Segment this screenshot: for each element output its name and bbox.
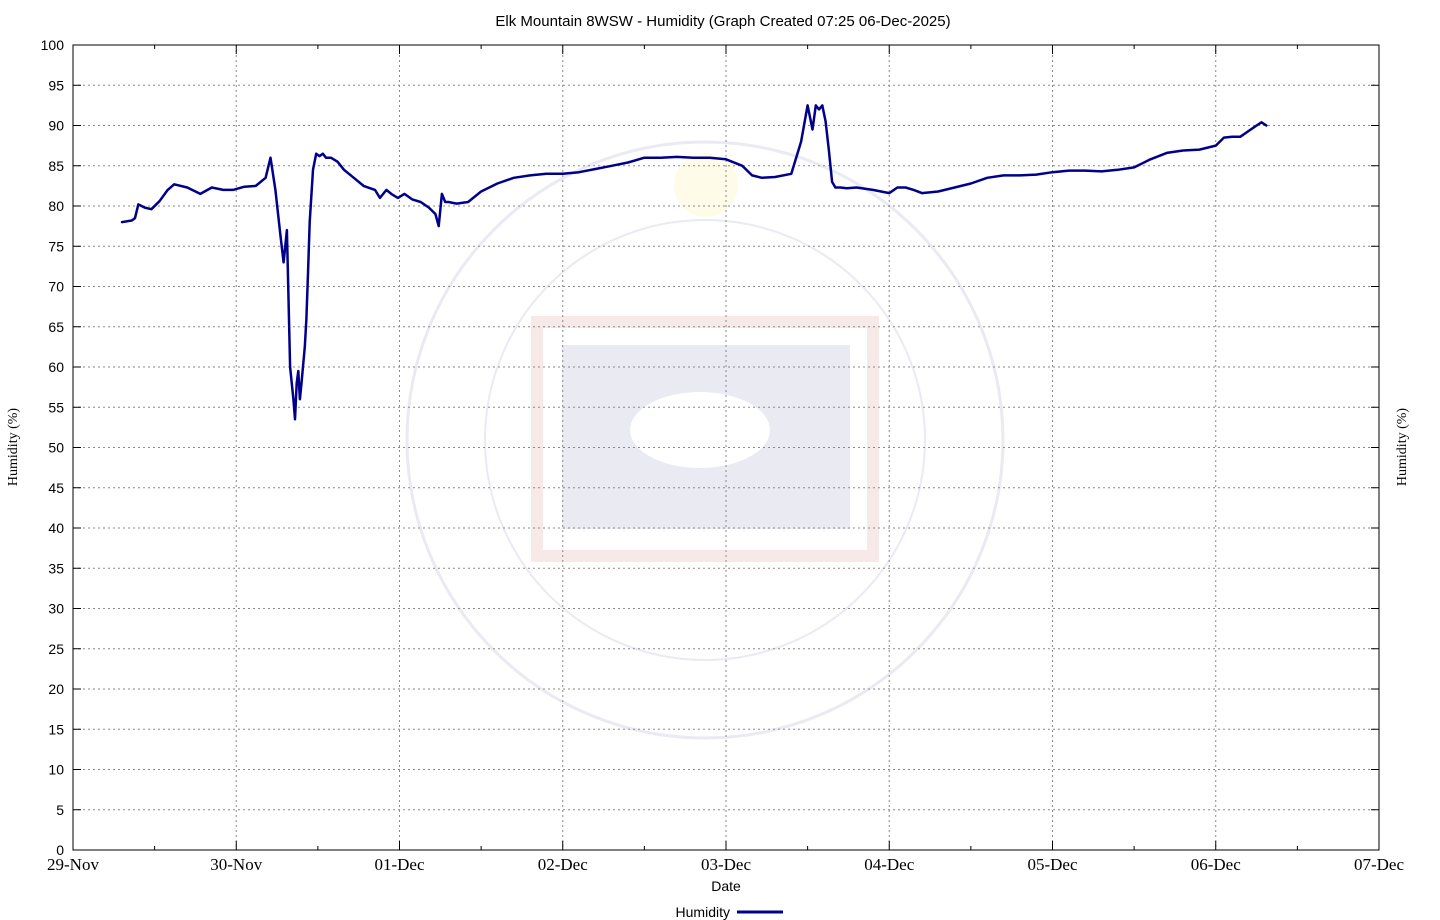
- legend-label-humidity: Humidity: [676, 904, 730, 920]
- y-tick-label: 10: [48, 762, 64, 778]
- y-tick-label: 100: [41, 37, 65, 53]
- y-tick-label: 70: [48, 279, 64, 295]
- x-tick-label: 29-Nov: [47, 855, 99, 874]
- y-tick-label: 35: [48, 560, 64, 576]
- y-tick-label: 60: [48, 359, 64, 375]
- y-tick-label: 15: [48, 721, 64, 737]
- x-tick-label: 04-Dec: [864, 855, 914, 874]
- y-tick-label: 0: [56, 842, 64, 858]
- x-axis-label: Date: [711, 878, 741, 894]
- y-tick-label: 50: [48, 440, 64, 456]
- chart-title: Elk Mountain 8WSW - Humidity (Graph Crea…: [495, 13, 950, 30]
- x-tick-label: 05-Dec: [1027, 855, 1077, 874]
- x-tick-label: 01-Dec: [374, 855, 424, 874]
- y-tick-label: 40: [48, 520, 64, 536]
- series-line-humidity: [120, 104, 1268, 421]
- y-tick-label: 25: [48, 641, 64, 657]
- y-tick-label: 90: [48, 118, 64, 134]
- y-tick-label: 30: [48, 601, 64, 617]
- y-tick-label: 85: [48, 158, 64, 174]
- y-tick-label: 55: [48, 399, 64, 415]
- legend: Humidity: [676, 904, 783, 920]
- series-layer: [120, 104, 1268, 421]
- y-tick-label: 5: [56, 802, 64, 818]
- y-tick-label: 95: [48, 77, 64, 93]
- grid-lines: [73, 45, 1379, 850]
- axis-ticks: 0 5 10 15 20 25 30 35 40 45 50 55 60 65 70 75 80 85 90 95 10…: [41, 37, 1405, 874]
- x-tick-label: 07-Dec: [1354, 855, 1404, 874]
- y-tick-label: 20: [48, 681, 64, 697]
- y-tick-label: 75: [48, 238, 64, 254]
- x-tick-label: 02-Dec: [538, 855, 588, 874]
- mesonet-watermark-logo: [405, 140, 1005, 740]
- y-tick-label: 65: [48, 319, 64, 335]
- y-tick-label: 45: [48, 480, 64, 496]
- y-axis-label-right: Humidity (%): [1395, 408, 1410, 486]
- x-tick-label: 03-Dec: [701, 855, 751, 874]
- x-tick-label: 30-Nov: [210, 855, 262, 874]
- y-axis-label-left: Humidity (%): [6, 408, 21, 486]
- y-tick-label: 80: [48, 198, 64, 214]
- x-tick-label: 06-Dec: [1191, 855, 1241, 874]
